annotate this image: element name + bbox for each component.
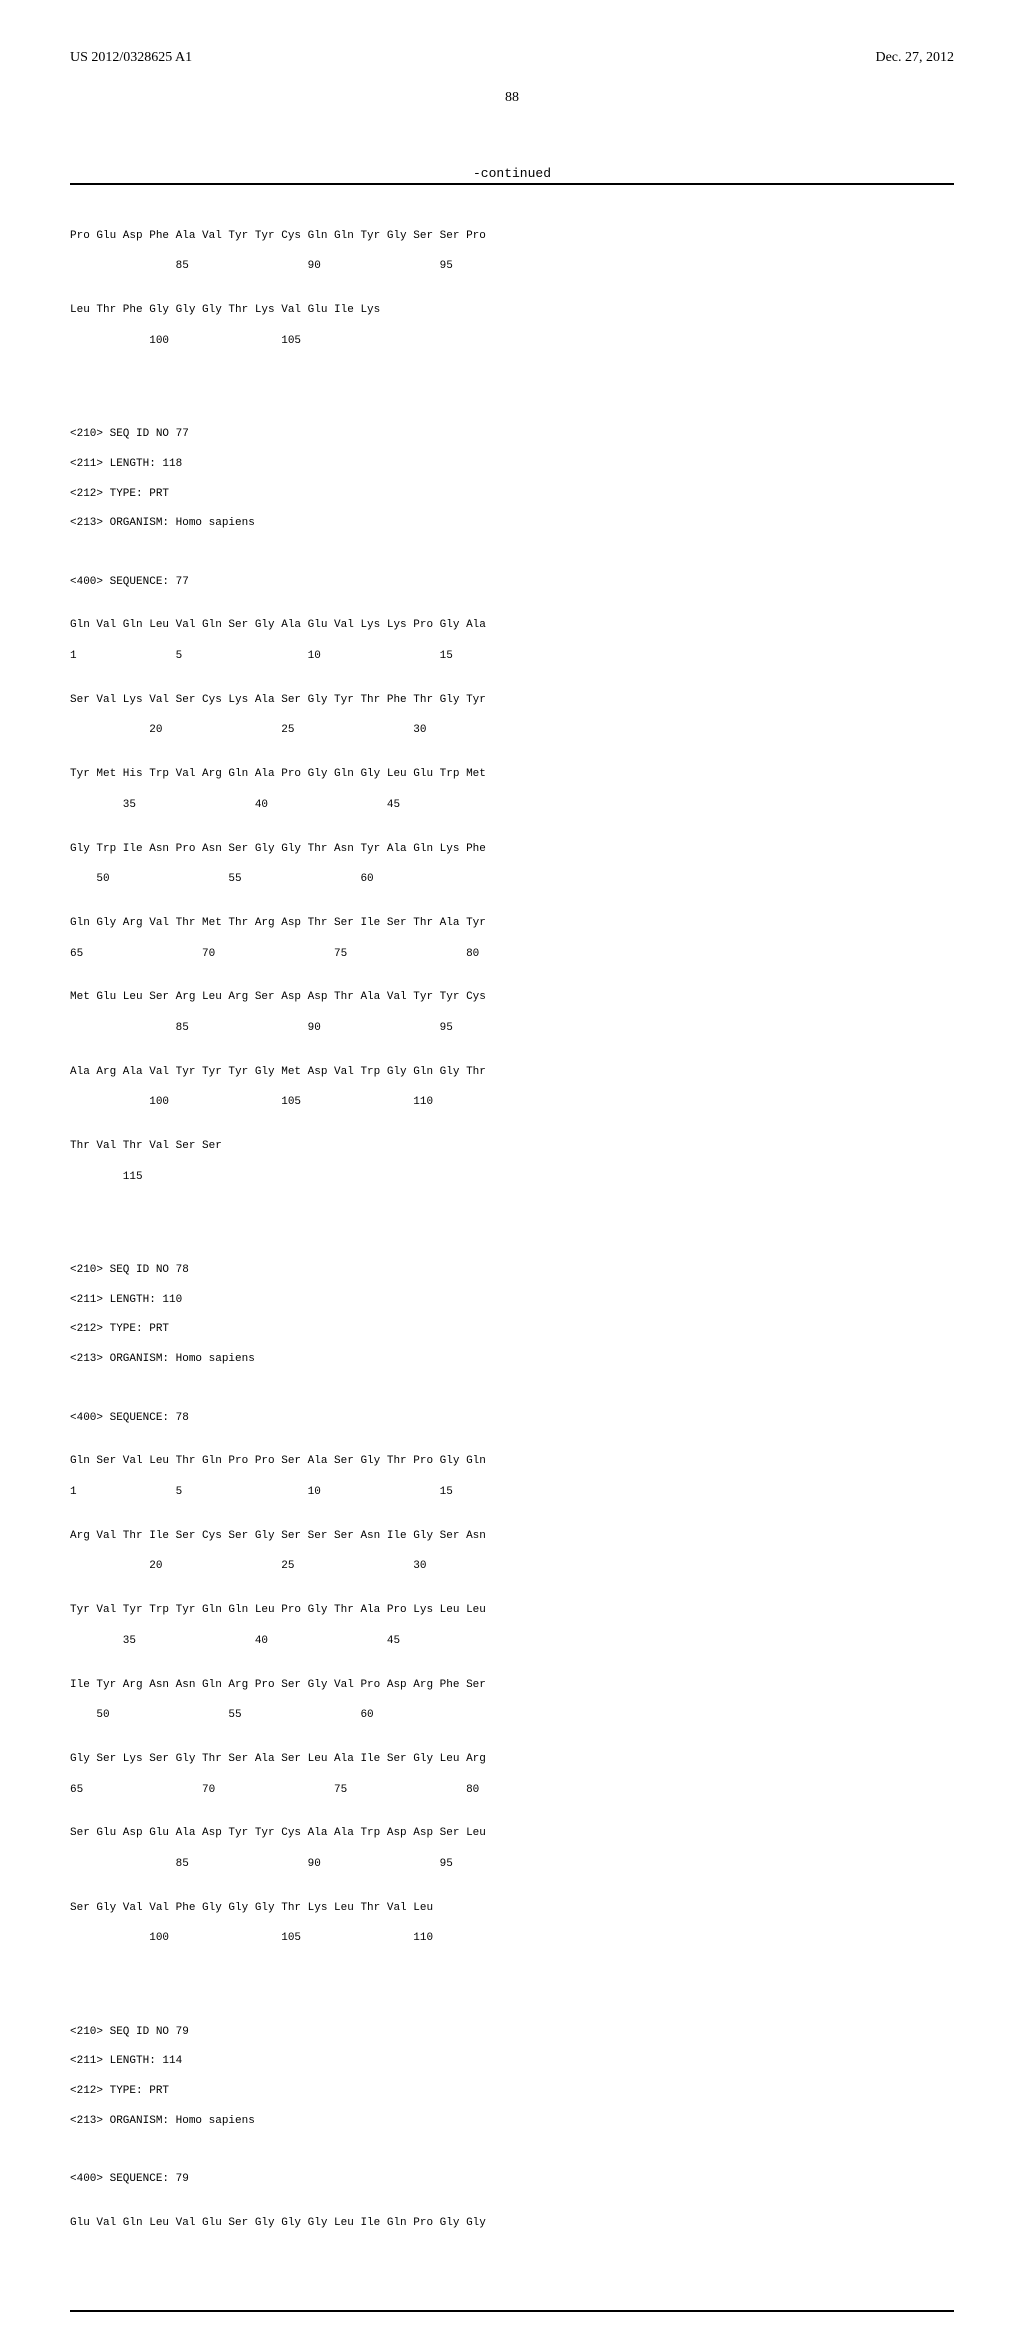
seq-residues: Leu Thr Phe Gly Gly Gly Thr Lys Val Glu … [70,303,954,318]
seq-residues: Gln Val Gln Leu Val Gln Ser Gly Ala Glu … [70,618,954,633]
seq-positions: 1 5 10 15 [70,1485,954,1500]
seq-residues: Ser Val Lys Val Ser Cys Lys Ala Ser Gly … [70,693,954,708]
seq-header-block: <210> SEQ ID NO 77 <211> LENGTH: 118 <21… [70,427,954,546]
seq-positions: 1 5 10 15 [70,649,954,664]
seq-residues: Glu Val Gln Leu Val Glu Ser Gly Gly Gly … [70,2216,954,2231]
seq-positions: 50 55 60 [70,872,954,887]
seq-length-line: <211> LENGTH: 114 [70,2054,954,2069]
seq-positions: 35 40 45 [70,1634,954,1649]
seq-positions: 65 70 75 80 [70,947,954,962]
seq-header-block: <210> SEQ ID NO 79 <211> LENGTH: 114 <21… [70,2025,954,2144]
seq-type-line: <212> TYPE: PRT [70,1322,954,1337]
seq-positions: 85 90 95 [70,259,954,274]
seq-positions: 65 70 75 80 [70,1783,954,1798]
seq-residues: Met Glu Leu Ser Arg Leu Arg Ser Asp Asp … [70,990,954,1005]
seq-79: <210> SEQ ID NO 79 <211> LENGTH: 114 <21… [70,2010,954,2247]
rule-bottom [70,2310,954,2312]
seq-positions: 50 55 60 [70,1708,954,1723]
seq-positions: 100 105 110 [70,1931,954,1946]
seq-positions: 100 105 110 [70,1095,954,1110]
seq-residues: Ser Glu Asp Glu Ala Asp Tyr Tyr Cys Ala … [70,1826,954,1841]
seq-residues: Ala Arg Ala Val Tyr Tyr Tyr Gly Met Asp … [70,1065,954,1080]
seq-id-line: <210> SEQ ID NO 79 [70,2025,954,2040]
seq-76-tail: Pro Glu Asp Phe Ala Val Tyr Tyr Cys Gln … [70,214,954,378]
seq-78: <210> SEQ ID NO 78 <211> LENGTH: 110 <21… [70,1248,954,1975]
continued-label: -continued [70,166,954,181]
seq-residues: Pro Glu Asp Phe Ala Val Tyr Tyr Cys Gln … [70,229,954,244]
seq-positions: 115 [70,1170,954,1185]
seq-organism-line: <213> ORGANISM: Homo sapiens [70,2114,954,2129]
seq-length-line: <211> LENGTH: 110 [70,1293,954,1308]
seq-positions: 85 90 95 [70,1857,954,1872]
seq-positions: 20 25 30 [70,1559,954,1574]
seq-positions: 100 105 [70,334,954,349]
seq-400-line: <400> SEQUENCE: 79 [70,2172,954,2187]
rule-top [70,183,954,185]
seq-positions: 35 40 45 [70,798,954,813]
seq-id-line: <210> SEQ ID NO 78 [70,1263,954,1278]
seq-residues: Gln Gly Arg Val Thr Met Thr Arg Asp Thr … [70,916,954,931]
seq-residues: Arg Val Thr Ile Ser Cys Ser Gly Ser Ser … [70,1529,954,1544]
page-header: US 2012/0328625 A1 Dec. 27, 2012 [70,50,954,66]
seq-residues: Thr Val Thr Val Ser Ser [70,1139,954,1154]
seq-type-line: <212> TYPE: PRT [70,2084,954,2099]
seq-header-block: <210> SEQ ID NO 78 <211> LENGTH: 110 <21… [70,1263,954,1382]
seq-id-line: <210> SEQ ID NO 77 [70,427,954,442]
seq-77: <210> SEQ ID NO 77 <211> LENGTH: 118 <21… [70,412,954,1213]
page-number: 88 [70,90,954,106]
seq-type-line: <212> TYPE: PRT [70,487,954,502]
publication-number: US 2012/0328625 A1 [70,50,192,66]
sequence-listing: Pro Glu Asp Phe Ala Val Tyr Tyr Cys Gln … [70,199,954,2296]
seq-residues: Tyr Met His Trp Val Arg Gln Ala Pro Gly … [70,767,954,782]
seq-400-line: <400> SEQUENCE: 78 [70,1411,954,1426]
seq-400-line: <400> SEQUENCE: 77 [70,575,954,590]
seq-organism-line: <213> ORGANISM: Homo sapiens [70,516,954,531]
seq-organism-line: <213> ORGANISM: Homo sapiens [70,1352,954,1367]
seq-residues: Ser Gly Val Val Phe Gly Gly Gly Thr Lys … [70,1901,954,1916]
seq-length-line: <211> LENGTH: 118 [70,457,954,472]
seq-residues: Gly Trp Ile Asn Pro Asn Ser Gly Gly Thr … [70,842,954,857]
seq-positions: 85 90 95 [70,1021,954,1036]
seq-residues: Gln Ser Val Leu Thr Gln Pro Pro Ser Ala … [70,1454,954,1469]
seq-positions: 20 25 30 [70,723,954,738]
publication-date: Dec. 27, 2012 [875,50,954,66]
seq-residues: Tyr Val Tyr Trp Tyr Gln Gln Leu Pro Gly … [70,1603,954,1618]
patent-page: US 2012/0328625 A1 Dec. 27, 2012 88 -con… [0,0,1024,2352]
seq-residues: Ile Tyr Arg Asn Asn Gln Arg Pro Ser Gly … [70,1678,954,1693]
seq-residues: Gly Ser Lys Ser Gly Thr Ser Ala Ser Leu … [70,1752,954,1767]
